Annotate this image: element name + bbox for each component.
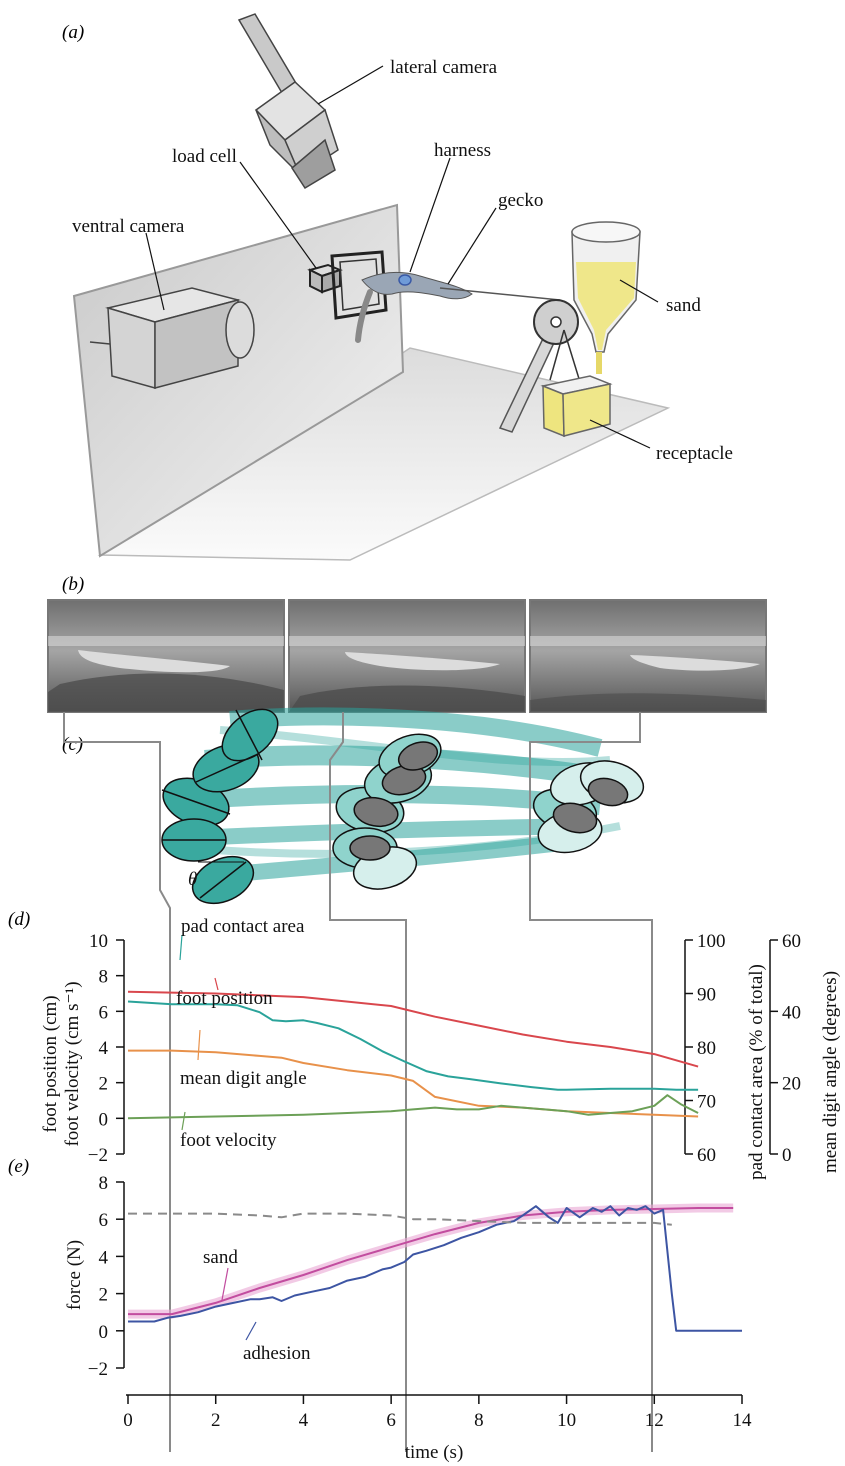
- pad-group-left: [161, 708, 279, 905]
- d-ylabel-digit-angle: mean digit angle (degrees): [820, 971, 841, 1173]
- pad-group-right: [532, 760, 645, 854]
- d-ylabel-foot-velocity: foot velocity (cm s⁻¹): [62, 981, 83, 1146]
- pulley: [498, 299, 579, 433]
- d-right1-tick-label: 90: [697, 985, 716, 1006]
- label-foot-position: foot position: [176, 988, 273, 1009]
- load-cell: [307, 250, 388, 320]
- label-adhesion: adhesion: [243, 1343, 311, 1364]
- lateral-camera: [237, 13, 339, 190]
- lateral-camera-label: lateral camera: [390, 57, 498, 78]
- d-ylabel-foot-position: foot position (cm): [40, 995, 61, 1132]
- e-x-tick-label: 14: [733, 1410, 753, 1431]
- load-cell-label: load cell: [172, 146, 237, 167]
- receptacle-label: receptacle: [656, 443, 733, 464]
- panel-b: (b): [47, 574, 767, 713]
- e-x-tick-label: 6: [386, 1410, 396, 1431]
- e-series: [128, 1203, 742, 1332]
- sand-label: sand: [666, 295, 701, 316]
- e-y-ticks: −2 0 2 4 6 8: [88, 1173, 124, 1380]
- e-y-tick-label: 2: [99, 1285, 109, 1306]
- d-left-tick-label: 10: [89, 931, 108, 952]
- label-sand: sand: [203, 1247, 238, 1268]
- panel-e-label: (e): [8, 1156, 29, 1177]
- panel-b-label: (b): [62, 574, 84, 595]
- d-left-tick-label: −2: [88, 1145, 108, 1166]
- e-series-line-2: [128, 1212, 672, 1226]
- label-mean-digit-angle: mean digit angle: [180, 1068, 307, 1089]
- e-series-line-1: [128, 1205, 742, 1332]
- sand-funnel: [571, 221, 641, 374]
- d-right1-tick-label: 80: [697, 1038, 716, 1059]
- leader-lines: [145, 65, 659, 449]
- panel-a-label: (a): [62, 22, 84, 43]
- d-left-tick-label: 2: [99, 1074, 109, 1095]
- harness-label: harness: [434, 140, 491, 161]
- label-foot-velocity: foot velocity: [180, 1130, 277, 1151]
- d-right2-tick-label: 0: [782, 1145, 792, 1166]
- d-right2-tick-label: 40: [782, 1002, 801, 1023]
- e-x-tick-label: 2: [211, 1410, 221, 1431]
- gecko-figure: [355, 272, 473, 343]
- panel-d: (d) −2 0 2 4 6 8 10 60 70 80 90 100 0 20 40 60 foot p…: [8, 909, 841, 1180]
- d-right1-tick-label: 60: [697, 1145, 716, 1166]
- e-x-tick-label: 12: [645, 1410, 664, 1431]
- video-frame-1: [47, 599, 285, 713]
- d-left-tick-label: 8: [99, 967, 109, 988]
- ventral-camera: [89, 287, 255, 389]
- e-x-tick-label: 0: [123, 1410, 133, 1431]
- theta-symbol: θ: [188, 869, 197, 890]
- d-left-ticks: −2 0 2 4 6 8 10: [88, 931, 124, 1166]
- d-left-tick-label: 0: [99, 1109, 109, 1130]
- panel-e: (e) −2 0 2 4 6 8 0 2 4 6 8 10 12 14 force (N) time (…: [8, 1156, 752, 1463]
- ventral-camera-label: ventral camera: [72, 216, 185, 237]
- d-series-line-1: [127, 990, 699, 1068]
- e-xlabel: time (s): [405, 1442, 464, 1463]
- d-ylabel-pad-contact: pad contact area (% of total): [746, 964, 767, 1180]
- panel-c: (c) θ: [62, 707, 653, 1452]
- d-right2-tick-label: 60: [782, 931, 801, 952]
- d-right2-tick-label: 20: [782, 1074, 801, 1095]
- panel-a: (a): [62, 13, 733, 561]
- d-series-line-3: [127, 1094, 699, 1120]
- e-x-tick-label: 4: [299, 1410, 309, 1431]
- e-x-tick-label: 8: [474, 1410, 484, 1431]
- tether-string: [439, 287, 561, 301]
- gecko-label: gecko: [498, 190, 543, 211]
- e-y-tick-label: 6: [99, 1210, 109, 1231]
- video-frame-2: [288, 599, 526, 713]
- d-series: [127, 990, 699, 1120]
- d-series-leaders: [179, 934, 219, 1131]
- d-series-line-0: [127, 1000, 699, 1091]
- e-y-tick-label: 4: [99, 1247, 109, 1268]
- pad-group-middle: [332, 733, 442, 890]
- panel-c-label: (c): [62, 734, 83, 755]
- e-y-tick-label: 8: [99, 1173, 109, 1194]
- d-left-tick-label: 6: [99, 1002, 109, 1023]
- e-series-leaders: [221, 1267, 257, 1341]
- e-x-tick-label: 10: [557, 1410, 576, 1431]
- label-pad-contact-area: pad contact area: [181, 916, 305, 937]
- d-right1-tick-label: 70: [697, 1092, 716, 1113]
- panel-d-label: (d): [8, 909, 30, 930]
- e-ylabel: force (N): [64, 1240, 85, 1310]
- e-y-tick-label: −2: [88, 1359, 108, 1380]
- d-right2-ticks: 0 20 40 60: [770, 931, 801, 1166]
- d-left-tick-label: 4: [99, 1038, 109, 1059]
- d-right1-ticks: 60 70 80 90 100: [685, 931, 726, 1166]
- d-right1-tick-label: 100: [697, 931, 726, 952]
- d-series-line-2: [128, 1049, 699, 1118]
- receptacle-box: [540, 329, 613, 438]
- e-y-tick-label: 0: [99, 1322, 109, 1343]
- back-wall: [72, 203, 405, 558]
- video-frame-3: [529, 599, 767, 713]
- e-x-ticks: 0 2 4 6 8 10 12 14: [123, 1395, 752, 1431]
